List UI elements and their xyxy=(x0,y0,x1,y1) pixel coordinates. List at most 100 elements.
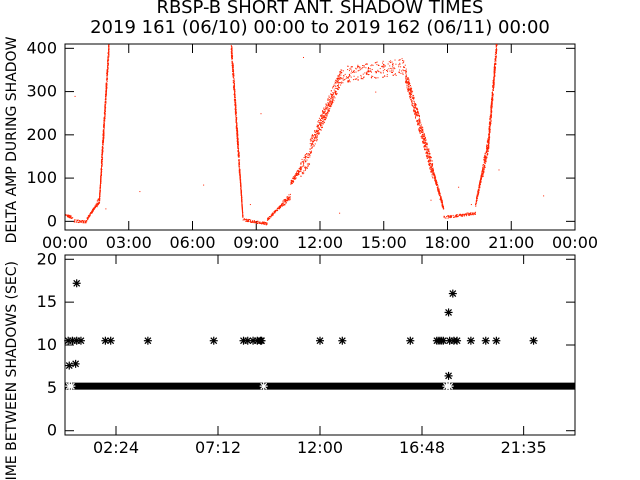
top-data-point xyxy=(384,69,386,71)
top-data-point xyxy=(482,168,484,170)
top-data-point xyxy=(337,85,339,87)
top-data-point xyxy=(235,102,237,104)
top-data-point xyxy=(233,87,235,89)
top-data-point xyxy=(305,160,307,162)
top-data-point xyxy=(96,200,98,202)
top-data-point xyxy=(496,46,498,48)
top-data-point xyxy=(419,132,421,134)
top-data-point xyxy=(320,115,322,117)
top-data-point xyxy=(266,219,268,221)
top-data-point xyxy=(308,153,310,155)
top-data-point xyxy=(488,141,490,143)
top-data-point xyxy=(488,123,490,125)
top-data-point xyxy=(319,121,321,123)
top-data-point xyxy=(415,104,417,106)
top-data-point xyxy=(237,146,239,148)
top-data-point xyxy=(235,106,237,108)
top-data-point xyxy=(103,122,105,124)
top-data-point xyxy=(442,206,444,208)
top-data-point xyxy=(101,158,103,160)
top-data-point xyxy=(374,76,376,78)
top-data-point xyxy=(103,124,105,126)
top-data-point xyxy=(321,124,323,126)
top-data-point xyxy=(235,114,237,116)
top-data-point xyxy=(338,87,340,89)
top-data-point xyxy=(332,87,334,89)
top-data-point xyxy=(432,168,434,170)
top-data-point xyxy=(408,82,410,84)
top-data-point xyxy=(330,94,332,96)
top-data-point xyxy=(286,199,288,201)
top-data-point xyxy=(321,114,323,116)
top-x-tick-label: 18:00 xyxy=(424,233,470,252)
top-data-point xyxy=(237,137,239,139)
top-data-point xyxy=(104,115,106,117)
top-data-point xyxy=(405,68,407,70)
top-data-point xyxy=(329,105,331,107)
top-data-point xyxy=(106,73,108,75)
top-data-point xyxy=(489,121,491,123)
top-data-point xyxy=(360,76,362,78)
top-data-point xyxy=(403,60,405,62)
top-data-point xyxy=(308,165,310,167)
top-data-point xyxy=(483,159,485,161)
top-data-point xyxy=(237,143,239,145)
top-data-point xyxy=(418,114,420,116)
top-data-point xyxy=(418,118,420,120)
top-data-point xyxy=(107,57,109,59)
top-data-point xyxy=(418,120,420,122)
top-data-point xyxy=(410,93,412,95)
top-data-point xyxy=(107,52,109,54)
top-data-point xyxy=(102,147,104,149)
top-data-point xyxy=(349,74,351,76)
top-data-point xyxy=(289,193,291,195)
top-data-point xyxy=(493,78,495,80)
top-data-point xyxy=(492,88,494,90)
top-data-point xyxy=(485,156,487,158)
top-data-point xyxy=(95,203,97,205)
top-data-point xyxy=(443,216,445,218)
top-data-point xyxy=(303,170,305,172)
top-data-point xyxy=(234,89,236,91)
top-data-point xyxy=(100,166,102,168)
top-data-point xyxy=(100,181,102,183)
top-data-point xyxy=(427,157,429,159)
top-data-point xyxy=(436,186,438,188)
top-data-point xyxy=(460,214,462,216)
top-data-point xyxy=(272,212,274,214)
top-data-point xyxy=(348,70,350,72)
top-data-point xyxy=(355,68,357,70)
top-data-point xyxy=(409,92,411,94)
top-data-point xyxy=(102,153,104,155)
top-data-point xyxy=(104,117,106,119)
top-data-point xyxy=(257,222,259,224)
top-data-point xyxy=(234,94,236,96)
top-data-point xyxy=(241,197,243,199)
top-data-point xyxy=(482,173,484,175)
top-data-point xyxy=(247,221,249,223)
top-data-point xyxy=(492,93,494,95)
top-data-point xyxy=(253,222,255,224)
top-data-point xyxy=(431,167,433,169)
top-data-point xyxy=(238,164,240,166)
top-data-point xyxy=(239,177,241,179)
top-data-point xyxy=(494,62,496,64)
top-data-point xyxy=(346,77,348,79)
top-data-point xyxy=(279,205,281,207)
top-data-point xyxy=(240,189,242,191)
top-data-point xyxy=(302,173,304,175)
top-data-point xyxy=(295,174,297,176)
top-data-point xyxy=(89,213,91,215)
top-data-point xyxy=(486,146,488,148)
top-data-point xyxy=(436,189,438,191)
top-data-point xyxy=(232,72,234,74)
top-data-point xyxy=(440,198,442,200)
top-data-point xyxy=(424,140,426,142)
top-data-point xyxy=(405,71,407,73)
top-data-point xyxy=(420,127,422,129)
top-data-point xyxy=(392,63,394,65)
asterisk-point xyxy=(76,336,85,345)
top-data-point xyxy=(406,80,408,82)
top-data-point xyxy=(425,152,427,154)
top-data-point xyxy=(238,152,240,154)
